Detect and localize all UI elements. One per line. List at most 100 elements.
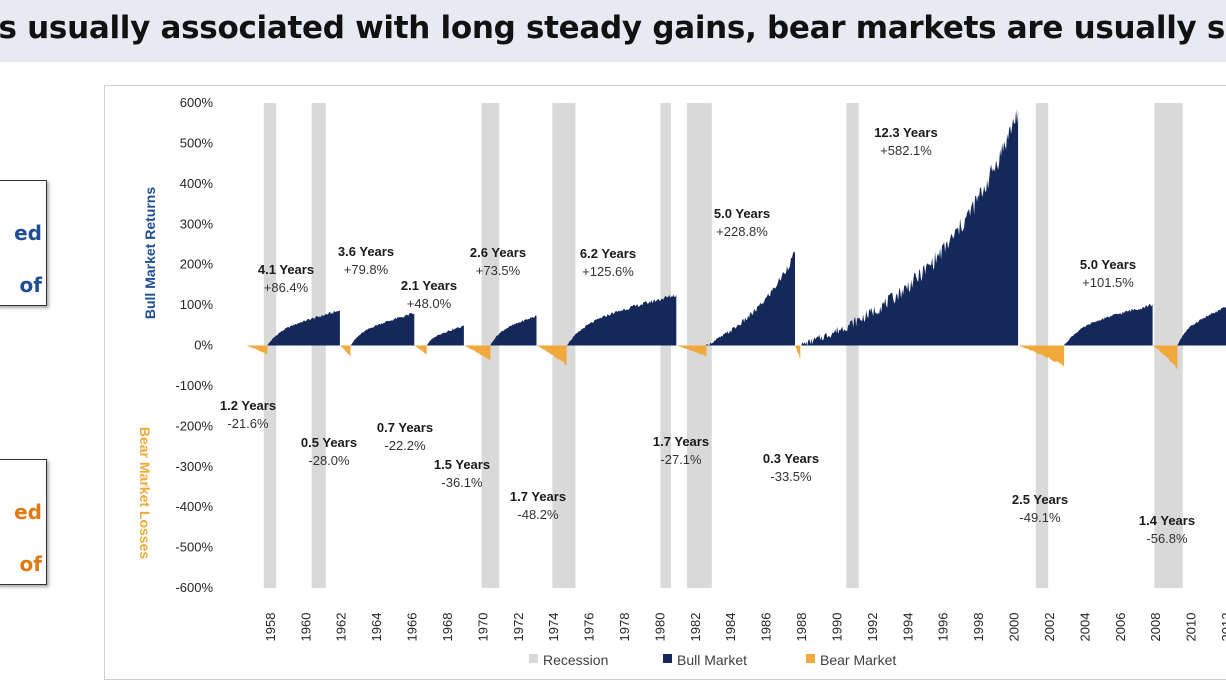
bear-duration-label: 1.7 Years: [510, 489, 566, 504]
y-tick-label: -500%: [175, 540, 213, 555]
legend-label: Recession: [543, 652, 608, 668]
y-tick-label: -100%: [175, 378, 213, 393]
legend-swatch: [529, 654, 538, 663]
bear-market-area: [1018, 345, 1065, 367]
bear-duration-label: 0.7 Years: [377, 420, 433, 435]
bear-duration-label: 0.3 Years: [763, 451, 819, 466]
y-tick-label: -200%: [175, 418, 213, 433]
side-callout-text: ed: [14, 221, 42, 245]
bear-return-label: -56.8%: [1146, 531, 1188, 546]
bull-duration-label: 5.0 Years: [714, 206, 770, 221]
y-tick-label: 600%: [180, 95, 214, 110]
side-callout-text: ed: [14, 500, 42, 524]
bull-return-label: +228.8%: [716, 224, 768, 239]
x-tick-label: 1996: [936, 613, 951, 642]
bear-market-area: [246, 345, 268, 355]
bear-return-label: -49.1%: [1019, 510, 1061, 525]
bull-duration-label: 4.1 Years: [258, 262, 314, 277]
x-tick-label: 1990: [829, 613, 844, 642]
bear-duration-label: 2.5 Years: [1012, 492, 1068, 507]
y-tick-label: 200%: [180, 257, 214, 272]
title-banner: ts usually associated with long steady g…: [0, 0, 1226, 62]
chart-frame: 600% 500% 400% 300% 200% 100% 0% -100% -200% -300…: [104, 85, 1226, 680]
x-tick-label: 1980: [652, 613, 667, 642]
bull-return-label: +582.1%: [880, 143, 932, 158]
side-callout-text: of: [19, 552, 42, 576]
bear-return-label: -36.1%: [441, 475, 483, 490]
legend-swatch: [663, 654, 672, 663]
x-tick-label: 1962: [334, 613, 349, 642]
x-tick-label: 1974: [546, 613, 561, 642]
side-callout-bear: ed of: [0, 459, 47, 585]
x-tick-label: 2000: [1007, 613, 1022, 642]
x-tick-label: 1970: [475, 613, 490, 642]
bull-return-label: +125.6%: [582, 264, 634, 279]
x-tick-label: 2006: [1113, 613, 1128, 642]
bull-duration-label: 5.0 Years: [1080, 257, 1136, 272]
bull-return-label: +101.5%: [1082, 275, 1134, 290]
bear-return-label: -33.5%: [770, 469, 812, 484]
legend-label: Bull Market: [677, 652, 747, 668]
bear-duration-label: 1.4 Years: [1139, 513, 1195, 528]
bull-market-area: [426, 325, 464, 346]
bull-duration-label: 12.3 Years: [874, 125, 937, 140]
x-tick-label: 1994: [900, 613, 915, 642]
bear-duration-label: 1.5 Years: [434, 457, 490, 472]
bull-market-area: [706, 251, 795, 346]
x-tick-label: 1984: [723, 613, 738, 642]
y-tick-label: -600%: [175, 580, 213, 595]
x-tick-label: 2012: [1219, 613, 1226, 642]
x-tick-label: 1960: [298, 613, 313, 642]
legend-label: Bear Market: [820, 652, 896, 668]
bear-return-label: -22.2%: [384, 438, 426, 453]
bear-market-area: [339, 345, 351, 357]
market-cycles-chart: 600% 500% 400% 300% 200% 100% 0% -100% -200% -300…: [137, 95, 1226, 668]
bull-market-area: [800, 109, 1019, 346]
bull-market-area: [1064, 303, 1153, 346]
x-tick-label: 2002: [1042, 613, 1057, 642]
x-tick-label: 1964: [369, 613, 384, 642]
bear-return-label: -28.0%: [308, 453, 350, 468]
bull-duration-label: 3.6 Years: [338, 244, 394, 259]
x-tick-label: 1992: [865, 613, 880, 642]
x-tick-label: 1982: [688, 613, 703, 642]
x-tick-label: 1958: [263, 613, 278, 642]
y-axis-title-bull: Bull Market Returns: [142, 187, 158, 319]
y-tick-label: 400%: [180, 176, 214, 191]
bear-duration-label: 1.2 Years: [220, 398, 276, 413]
y-tick-label: -300%: [175, 459, 213, 474]
x-tick-label: 1966: [405, 613, 420, 642]
page-title: ts usually associated with long steady g…: [0, 10, 1226, 46]
side-callout-text: of: [19, 273, 42, 297]
y-tick-label: 300%: [180, 216, 214, 231]
x-tick-label: 1968: [440, 613, 455, 642]
y-axis-title-bear: Bear Market Losses: [137, 427, 153, 560]
bear-return-label: -27.1%: [660, 452, 702, 467]
bull-market-area: [1177, 306, 1226, 346]
bear-duration-label: 0.5 Years: [301, 435, 357, 450]
x-tick-label: 2004: [1077, 613, 1092, 642]
bull-return-label: +48.0%: [407, 296, 452, 311]
side-callout-bull: ed of: [0, 180, 47, 306]
y-tick-label: 500%: [180, 135, 214, 150]
x-tick-label: 1972: [511, 613, 526, 642]
bear-market-area: [414, 345, 427, 355]
bull-return-label: +86.4%: [264, 280, 309, 295]
y-tick-label: 100%: [180, 297, 214, 312]
bear-market-area: [1152, 345, 1178, 369]
y-tick-label: -400%: [175, 499, 213, 514]
x-tick-label: 1978: [617, 613, 632, 642]
bull-return-label: +73.5%: [476, 263, 521, 278]
x-tick-label: 2010: [1184, 613, 1199, 642]
x-tick-label: 1986: [759, 613, 774, 642]
bull-duration-label: 2.1 Years: [401, 278, 457, 293]
bear-market-area: [795, 345, 801, 359]
bear-return-label: -21.6%: [227, 416, 269, 431]
bull-market-area: [566, 294, 677, 346]
bull-return-label: +79.8%: [344, 262, 389, 277]
x-tick-label: 2008: [1148, 613, 1163, 642]
bear-return-label: -48.2%: [517, 507, 559, 522]
bear-duration-label: 1.7 Years: [653, 434, 709, 449]
y-tick-label: 0%: [194, 338, 213, 353]
legend-swatch: [806, 654, 815, 663]
